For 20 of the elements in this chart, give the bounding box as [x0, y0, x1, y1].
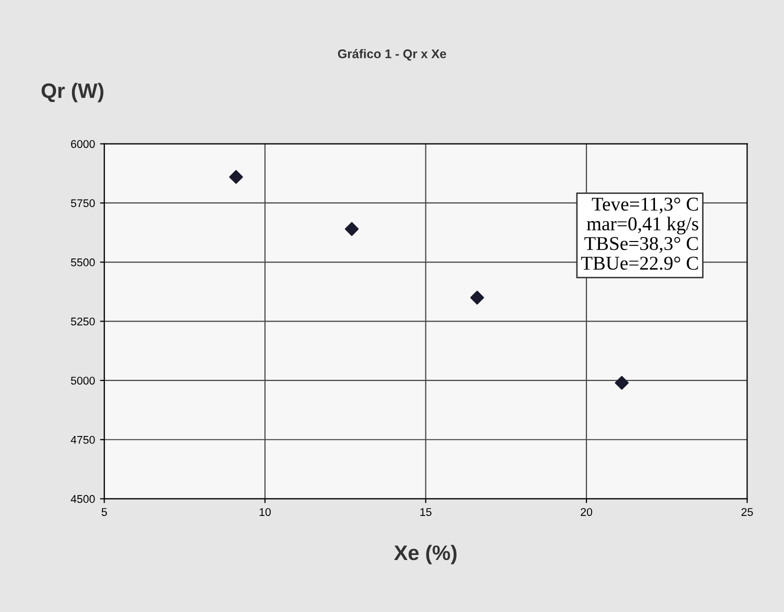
- annotation: Teve=11,3° C mar=0,41 kg/s TBSe=38,3° C TBUe=22.9° C: [581, 198, 698, 270]
- point: [344, 222, 359, 236]
- y-tick-label: 5000: [70, 376, 95, 385]
- point: [614, 376, 629, 390]
- y-tick-label: 4500: [70, 495, 95, 503]
- y-axis-title: Qr (W): [42, 82, 104, 102]
- y-tick-label: 5250: [70, 318, 95, 326]
- point: [470, 290, 484, 305]
- point: [229, 170, 243, 184]
- x-tick-label: 20: [580, 508, 592, 516]
- x-tick-label: 10: [260, 508, 271, 516]
- x-tick-label: 15: [420, 508, 432, 516]
- x-axis-title: Xe (%): [394, 544, 457, 564]
- y-tick-label: 6000: [71, 140, 95, 148]
- chart-title: Gráfico 1 - Qr x Xe: [338, 48, 446, 61]
- y-tick-label: 5750: [70, 199, 95, 208]
- x-tick-label: 5: [102, 508, 107, 516]
- y-tick-label: 4750: [70, 436, 95, 444]
- y-tick-label: 5500: [70, 258, 95, 266]
- x-tick-label: 25: [742, 508, 753, 516]
